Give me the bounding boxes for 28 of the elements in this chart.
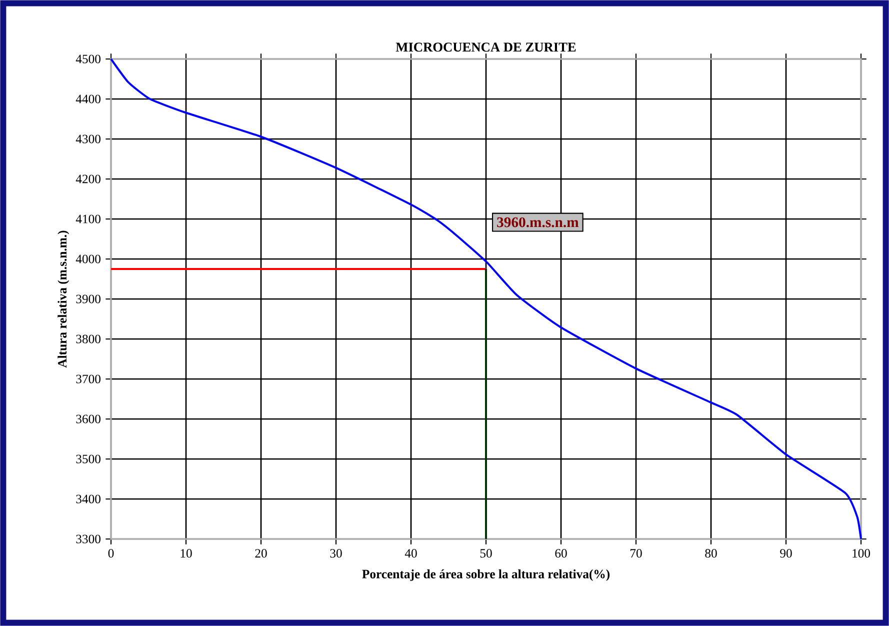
y-tick-label: 4500 [76,54,100,64]
x-tick-label: 0 [108,549,114,558]
y-tick-label: 3800 [76,334,100,344]
x-tick-label: 90 [780,549,792,558]
y-tick-label: 4200 [76,174,100,184]
x-tick-label: 20 [255,549,267,558]
x-tick-label: 80 [705,549,717,558]
x-tick-label: 70 [630,549,642,558]
y-tick-label: 3500 [76,454,100,464]
y-tick-label: 4400 [76,94,100,104]
chart-title: MICROCUENCA DE ZURITE [396,42,576,52]
x-axis-title: Porcentaje de área sobre la altura relativa(%) [362,569,610,581]
x-tick-label: 30 [330,549,342,558]
y-tick-label: 3900 [76,294,100,304]
x-tick-label: 50 [480,549,492,558]
y-tick-label: 3300 [76,534,100,544]
x-tick-label: 40 [404,549,417,558]
y-tick-label: 4000 [76,254,100,264]
y-tick-label: 3700 [76,374,100,384]
annotation: 3960.m.s.n.m [497,217,579,228]
x-tick-label: 10 [180,549,192,558]
y-axis-title: Altura relativa (m.s.n.m.) [58,230,70,368]
y-tick-label: 4300 [76,134,100,144]
x-tick-label: 60 [555,549,567,558]
y-tick-label: 4100 [76,214,100,224]
y-tick-label: 3400 [76,494,100,504]
x-tick-label: 100 [852,549,870,558]
y-tick-label: 3600 [76,414,100,424]
